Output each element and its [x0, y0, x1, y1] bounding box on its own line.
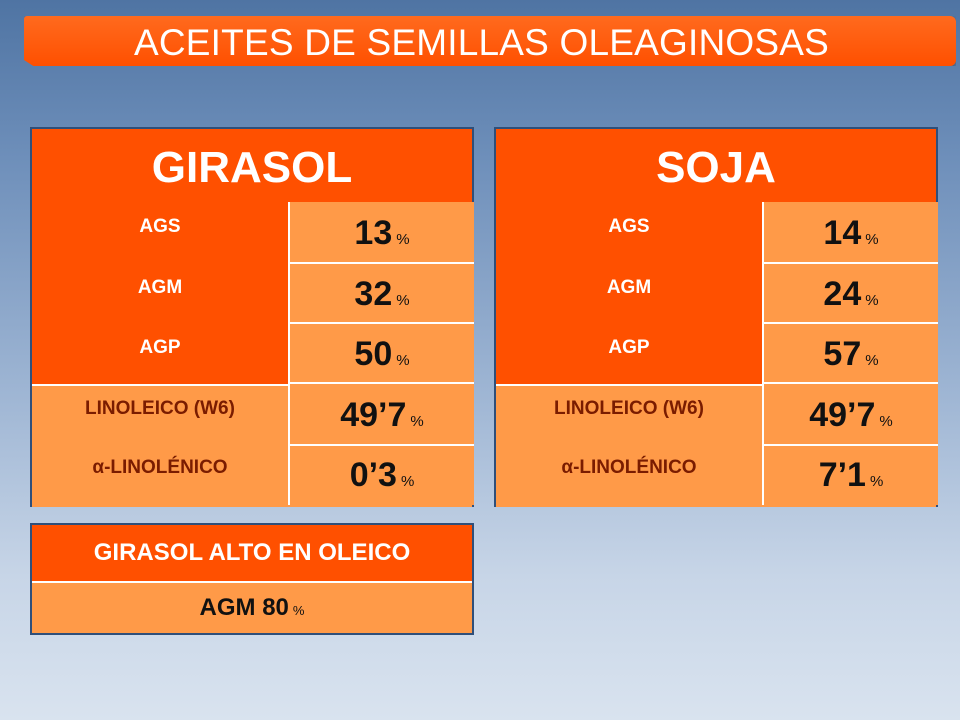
girasol-value-agp: 50% — [288, 324, 474, 384]
oleico-number: 80 — [262, 594, 289, 621]
girasol-linolenico-unit: % — [400, 473, 415, 490]
soja-value-linolenico: 7’1% — [762, 446, 938, 505]
girasol-panel: GIRASOL AGS 13% AGM 32% AGP 50% LINOLEIC… — [30, 127, 474, 507]
girasol-label-agp: AGP — [139, 337, 181, 358]
girasol-value-linoleico: 49’7% — [288, 384, 474, 446]
girasol-linoleico-unit: % — [410, 413, 424, 430]
soja-title: SOJA — [656, 143, 776, 192]
oleico-label: AGM — [199, 594, 256, 621]
girasol-value-linolenico: 0’3% — [288, 446, 474, 505]
girasol-ags-unit: % — [396, 231, 410, 248]
girasol-title: GIRASOL — [151, 143, 353, 192]
soja-label-ags: AGS — [608, 216, 650, 237]
soja-label-linoleico: LINOLEICO (W6) — [554, 398, 704, 419]
girasol-label-linolenico: α-LINOLÉNICO — [92, 457, 228, 478]
soja-linolenico-number: 7’1 — [818, 456, 866, 494]
girasol-linoleico-number: 49’7 — [340, 396, 407, 434]
girasol-agm-unit: % — [396, 292, 410, 309]
girasol-agp-number: 50 — [354, 335, 393, 373]
girasol-agp-unit: % — [396, 352, 410, 369]
soja-agm-number: 24 — [823, 275, 862, 313]
oleico-unit: % — [292, 603, 305, 618]
soja-linoleico-unit: % — [879, 413, 893, 430]
girasol-value-agm: 32% — [288, 264, 474, 324]
soja-value-agp: 57% — [762, 324, 938, 384]
oleico-title: GIRASOL ALTO EN OLEICO — [32, 525, 472, 583]
soja-label-agp: AGP — [608, 337, 650, 358]
page-title: ACEITES DE SEMILLAS OLEAGINOSAS — [134, 22, 830, 63]
soja-ags-number: 14 — [823, 214, 862, 252]
soja-linoleico-number: 49’7 — [809, 396, 876, 434]
soja-linolenico-unit: % — [869, 473, 884, 490]
girasol-label-ags: AGS — [139, 216, 181, 237]
soja-label-agm: AGM — [606, 277, 652, 298]
girasol-value-ags: 13% — [288, 202, 474, 264]
soja-value-linoleico: 49’7% — [762, 384, 938, 446]
soja-value-ags: 14% — [762, 202, 938, 264]
girasol-ags-number: 13 — [354, 214, 393, 252]
girasol-agm-number: 32 — [354, 275, 393, 313]
soja-agp-number: 57 — [823, 335, 862, 373]
soja-label-linolenico: α-LINOLÉNICO — [561, 457, 697, 478]
oleico-panel: GIRASOL ALTO EN OLEICO AGM 80% — [30, 523, 474, 635]
soja-agm-unit: % — [865, 292, 879, 309]
girasol-linolenico-number: 0’3 — [349, 456, 397, 494]
girasol-label-agm: AGM — [137, 277, 183, 298]
girasol-label-linoleico: LINOLEICO (W6) — [85, 398, 235, 419]
soja-panel: SOJA AGS 14% AGM 24% AGP 57% LINOLEICO (… — [494, 127, 938, 507]
title-banner: ACEITES DE SEMILLAS OLEAGINOSAS — [24, 16, 956, 66]
soja-value-agm: 24% — [762, 264, 938, 324]
soja-agp-unit: % — [865, 352, 879, 369]
soja-ags-unit: % — [865, 231, 879, 248]
oleico-value-row: AGM 80% — [32, 583, 472, 633]
